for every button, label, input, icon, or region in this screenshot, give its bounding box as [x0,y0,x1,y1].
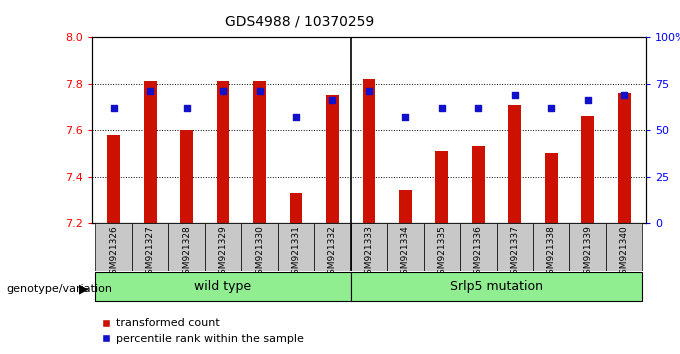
Text: GSM921340: GSM921340 [619,225,628,280]
Bar [169,223,205,271]
Point [181,105,192,110]
Bar [241,223,277,271]
Bar [496,223,533,271]
Bar [581,116,594,223]
Bar [545,153,558,223]
Text: GSM921333: GSM921333 [364,225,373,280]
Bar [180,130,193,223]
Point [327,97,338,103]
Point [254,88,265,94]
Bar [290,193,303,223]
Bar [472,146,485,223]
Bar [351,273,643,301]
Bar [533,223,569,271]
Bar [326,95,339,223]
Point [218,88,228,94]
Text: GSM921326: GSM921326 [109,225,118,280]
Text: Srlp5 mutation: Srlp5 mutation [450,280,543,293]
Bar [95,223,132,271]
Point [546,105,557,110]
Text: GSM921329: GSM921329 [218,225,228,280]
Text: GSM921327: GSM921327 [146,225,154,280]
Bar [143,81,156,223]
Point [473,105,483,110]
Bar [399,190,412,223]
Bar [460,223,496,271]
Point [363,88,374,94]
Text: GSM921335: GSM921335 [437,225,446,280]
Text: genotype/variation: genotype/variation [7,284,113,293]
Bar [435,151,448,223]
Text: GSM921330: GSM921330 [255,225,264,280]
Bar [606,223,643,271]
Text: GSM921337: GSM921337 [510,225,520,280]
Text: GSM921332: GSM921332 [328,225,337,280]
Point [108,105,119,110]
Point [400,114,411,120]
Text: ▶: ▶ [79,282,88,295]
Bar [205,223,241,271]
Text: GSM921336: GSM921336 [474,225,483,280]
Bar [314,223,351,271]
Text: GSM921328: GSM921328 [182,225,191,280]
Bar [362,79,375,223]
Bar [351,223,387,271]
Text: GSM921331: GSM921331 [292,225,301,280]
Bar [217,81,229,223]
Bar [387,223,424,271]
Bar [107,135,120,223]
Point [290,114,301,120]
Point [437,105,447,110]
Bar [509,104,521,223]
Point [145,88,156,94]
Text: GSM921338: GSM921338 [547,225,556,280]
Point [582,97,593,103]
Text: GDS4988 / 10370259: GDS4988 / 10370259 [224,14,374,28]
Bar [253,81,266,223]
Bar [95,273,351,301]
Bar [132,223,169,271]
Point [619,92,630,98]
Text: wild type: wild type [194,280,252,293]
Bar [424,223,460,271]
Bar [617,93,630,223]
Legend: transformed count, percentile rank within the sample: transformed count, percentile rank withi… [97,314,309,348]
Text: GSM921339: GSM921339 [583,225,592,280]
Bar [277,223,314,271]
Point [509,92,520,98]
Bar [569,223,606,271]
Text: GSM921334: GSM921334 [401,225,410,280]
